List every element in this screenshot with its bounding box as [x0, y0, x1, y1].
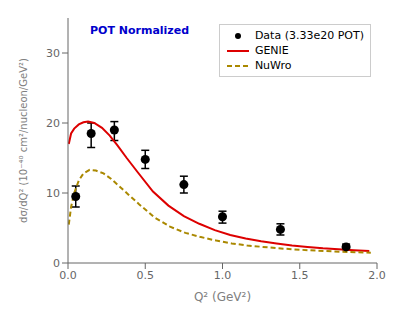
svg-text:0.5: 0.5 [137, 269, 155, 282]
svg-text:30: 30 [46, 47, 60, 60]
html-text:NuWro: NuWro [254, 59, 292, 72]
svg-text:dσ/dQ² (10⁻⁴⁰ cm²/nucleon/GeV²: dσ/dQ² (10⁻⁴⁰ cm²/nucleon/GeV²) [18, 58, 29, 223]
svg-text:2.0: 2.0 [368, 269, 386, 282]
html-text:GENIE: GENIE [254, 44, 289, 57]
svg-text:20: 20 [46, 117, 60, 130]
svg-text:1.5: 1.5 [291, 269, 309, 282]
svg-text:10: 10 [46, 187, 60, 200]
svg-text:0.0: 0.0 [59, 269, 77, 282]
svg-text:0: 0 [53, 257, 60, 270]
svg-text:1.0: 1.0 [214, 269, 232, 282]
svg-text:Q² (GeV²): Q² (GeV²) [194, 290, 251, 304]
html-text:Data (3.33e20 POT): Data (3.33e20 POT) [254, 29, 364, 42]
html-text:POT Normalized: POT Normalized [90, 24, 190, 37]
